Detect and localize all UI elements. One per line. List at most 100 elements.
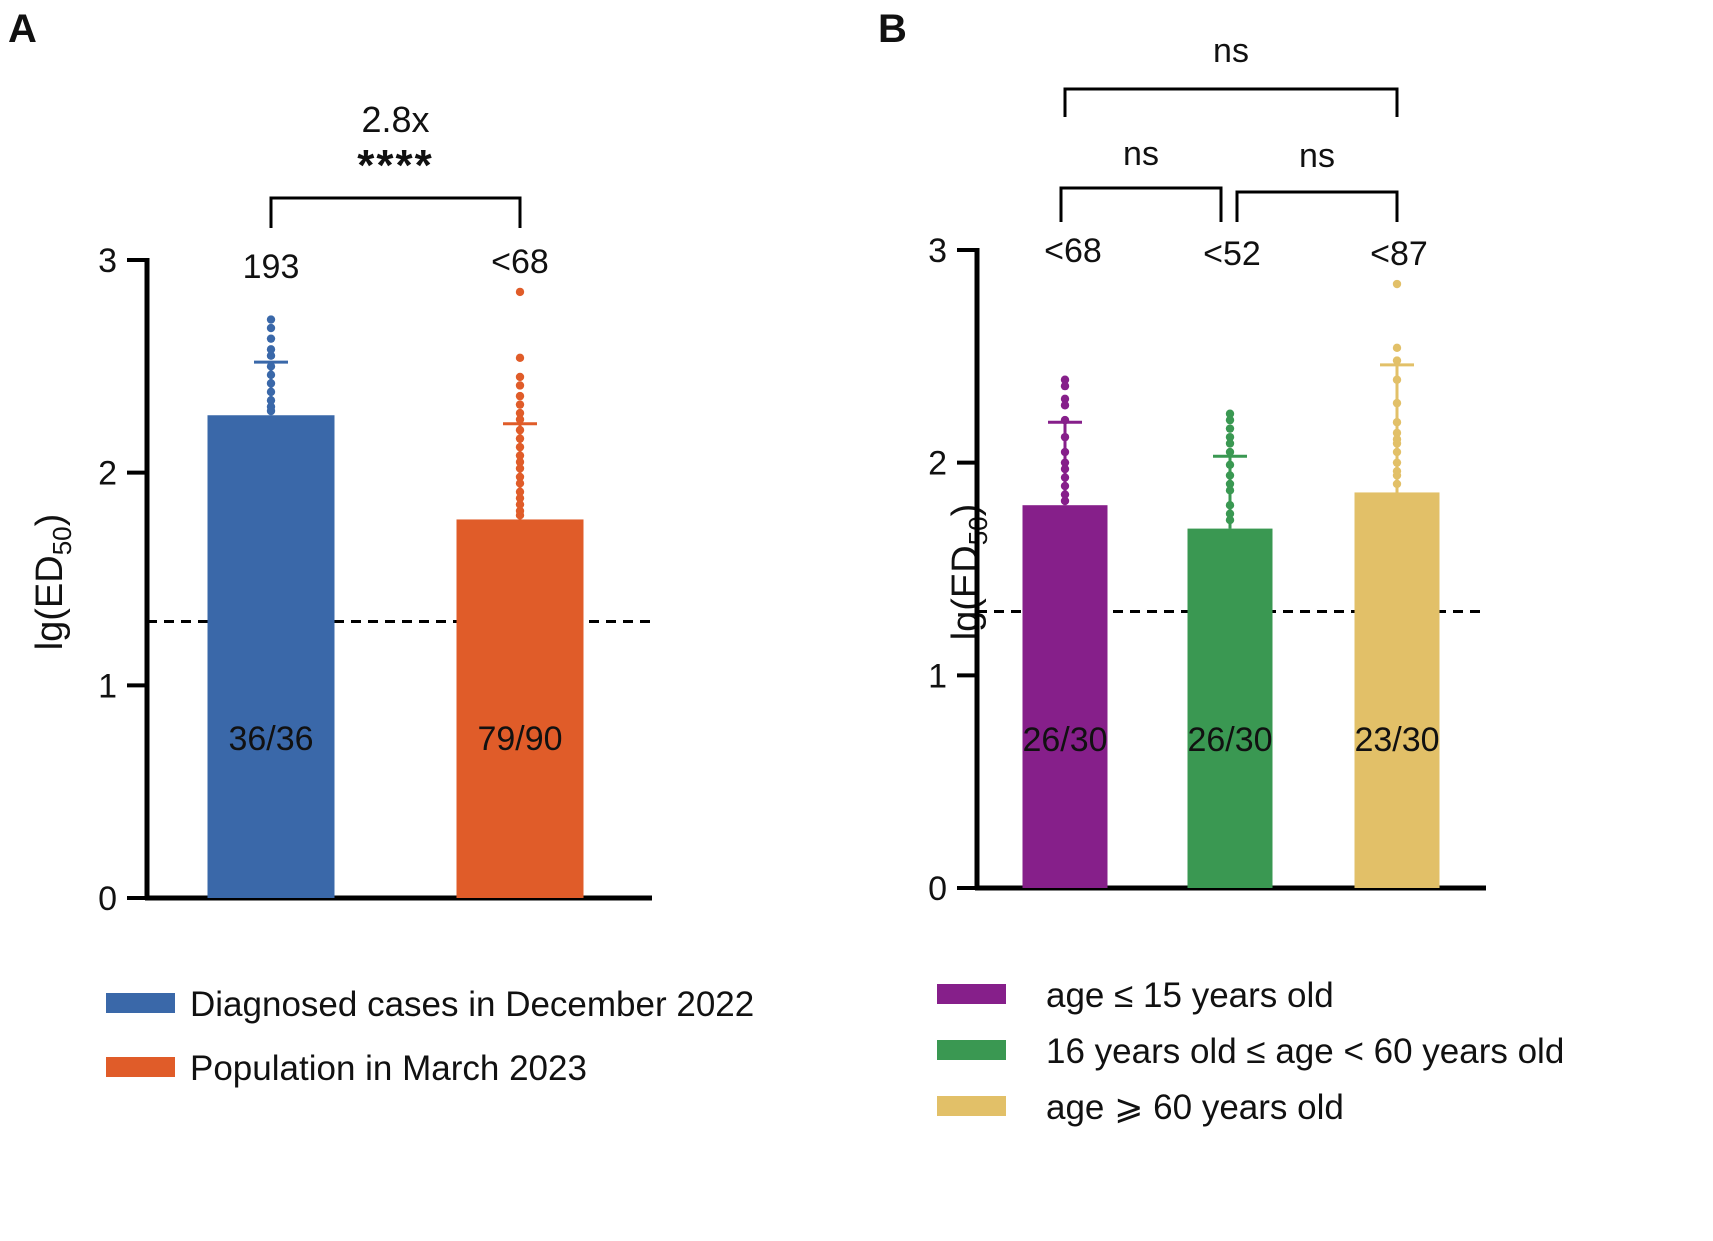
- panel-b-bar: [1354, 492, 1440, 888]
- panel-a-bar-inner-label: 79/90: [477, 720, 562, 758]
- panel-b-legend-swatch: [937, 984, 1006, 1004]
- panel-b-plot: 0 1 2 3 26/30 <68 26/30 <52 23/30 <87 ns ns ns: [928, 32, 1486, 908]
- panel-a-y-axis-label: lg(ED50): [29, 514, 77, 651]
- panel-a-legend-label: Diagnosed cases in December 2022: [190, 985, 754, 1024]
- panel-b-data-point: [1392, 447, 1402, 457]
- panel-b-data-point: [1392, 356, 1402, 365]
- panel-b-legend-label: age ≤ 15 years old: [1046, 976, 1334, 1015]
- panel-b-data-point: [1225, 424, 1235, 433]
- panel-b-data-point: [1392, 279, 1402, 289]
- panel-b-bar-top-label: <68: [1044, 232, 1102, 270]
- panel-b-data-point: [1225, 486, 1235, 495]
- panel-a-data-point: [515, 391, 525, 401]
- panel-b-legend-label: 16 years old ≤ age < 60 years old: [1046, 1032, 1564, 1071]
- panel-a-plot: 0 1 2 3 36/36 193 79/90 <68 2.8x****: [98, 99, 652, 918]
- panel-a-bar-top-label: <68: [491, 243, 549, 281]
- panel-b-data-point: [1060, 447, 1070, 457]
- panel-b-data-point: [1392, 343, 1402, 353]
- panel-b-legend: age ≤ 15 years old 16 years old ≤ age < 6…: [937, 976, 1564, 1127]
- panel-b-bar-top-label: <87: [1370, 235, 1428, 273]
- panel-b-data-point: [1225, 479, 1235, 489]
- panel-b-y-tick-label: 0: [928, 870, 947, 908]
- panel-b-data-point: [1060, 458, 1070, 467]
- panel-a-data-point: [266, 370, 276, 380]
- panel-b-significance-label: ns: [1213, 32, 1249, 70]
- panel-b-data-point: [1392, 398, 1402, 408]
- panel-a-data-point: [515, 472, 525, 482]
- panel-a-y-tick-label: 0: [98, 880, 117, 918]
- panel-b-bar-inner-label: 23/30: [1354, 721, 1439, 759]
- panel-b-data-point: [1225, 447, 1235, 457]
- panel-a-data-point: [515, 511, 525, 520]
- panel-b-comparison-bracket: [1235, 190, 1399, 222]
- panel-b-data-point: [1060, 490, 1070, 499]
- panel-b-data-point: [1225, 501, 1235, 510]
- panel-a-data-point: [515, 415, 525, 424]
- panel-a-data-point: [515, 372, 525, 382]
- panel-a-y-label-sub: 50: [47, 526, 77, 555]
- panel-b-letter: B: [878, 7, 907, 51]
- panel-b-y-tick-label: 1: [928, 657, 947, 695]
- panel-b-data-point: [1060, 432, 1070, 442]
- panel-a-bar-top-label: 193: [243, 248, 300, 286]
- panel-a-y-tick-label: 1: [98, 667, 117, 705]
- panel-a-data-point: [515, 381, 525, 390]
- panel-b-data-point: [1060, 415, 1070, 425]
- panel-b-bar: [1022, 505, 1108, 888]
- panel-b-data-point: [1225, 515, 1235, 525]
- panel-b-data-point: [1060, 381, 1070, 391]
- panel-a-bar: [456, 519, 584, 898]
- panel-a-legend-label: Population in March 2023: [190, 1049, 587, 1088]
- panel-a-data-point: [515, 457, 525, 467]
- panel-a-data-point: [515, 487, 525, 497]
- panel-a-data-point: [266, 362, 276, 371]
- panel-a: A lg(ED50) 012336/3619379/90<682.8x**** …: [8, 7, 754, 1088]
- panel-b-data-point: [1060, 481, 1070, 491]
- panel-a-data-point: [266, 379, 276, 388]
- panel-b-legend-swatch: [937, 1096, 1006, 1116]
- panel-a-data-point: [515, 500, 525, 509]
- panel-b-legend-swatch: [937, 1040, 1006, 1060]
- panel-a-data-point: [515, 400, 525, 409]
- panel-b-data-point: [1392, 458, 1402, 467]
- panel-b-comparison-bracket: [1063, 87, 1399, 117]
- panel-a-data-point: [515, 442, 525, 452]
- panel-b-data-point: [1225, 409, 1235, 418]
- panel-a-data-point: [266, 315, 276, 324]
- panel-a-data-point: [515, 287, 525, 297]
- panel-a-data-point: [266, 323, 276, 333]
- panel-b-comparison-bracket: [1059, 186, 1223, 222]
- panel-b-bar-inner-label: 26/30: [1187, 721, 1272, 759]
- panel-a-data-point: [515, 479, 525, 488]
- panel-b-data-point: [1392, 428, 1402, 438]
- panel-a-legend-swatch: [106, 993, 175, 1013]
- panel-b-data-point: [1060, 473, 1070, 482]
- panel-b-data-point: [1060, 394, 1070, 404]
- panel-a-y-tick-label: 2: [98, 455, 117, 493]
- panel-b-bar-inner-label: 26/30: [1022, 721, 1107, 759]
- panel-b-data-point: [1392, 479, 1402, 489]
- panel-b-data-point: [1060, 496, 1070, 506]
- panel-b-bar: [1187, 528, 1273, 888]
- panel-b-significance-label: ns: [1299, 137, 1335, 175]
- panel-b-data-point: [1225, 432, 1235, 442]
- panel-b-data-point: [1225, 415, 1235, 425]
- panel-a-bar: [207, 415, 335, 898]
- panel-b-data-point: [1060, 464, 1070, 474]
- panel-a-data-point: [266, 387, 276, 397]
- panel-b-data-point: [1060, 401, 1070, 410]
- panel-a-data-point: [515, 451, 525, 460]
- panel-a-data-point: [515, 434, 525, 443]
- panel-b-data-point: [1392, 418, 1402, 427]
- panel-a-data-point: [266, 345, 276, 354]
- panel-a-comparison-bracket: [269, 196, 522, 228]
- panel-a-significance-label: ****: [357, 141, 434, 190]
- panel-a-letter: A: [8, 7, 37, 51]
- panel-b-legend-label: age ⩾ 60 years old: [1046, 1088, 1344, 1127]
- panel-a-y-tick-label: 3: [98, 242, 117, 280]
- panel-a-data-point: [266, 334, 276, 343]
- panel-a-legend-swatch: [106, 1057, 175, 1077]
- panel-b-y-axis-label: lg(ED50): [945, 504, 993, 641]
- panel-b-data-point: [1392, 471, 1402, 480]
